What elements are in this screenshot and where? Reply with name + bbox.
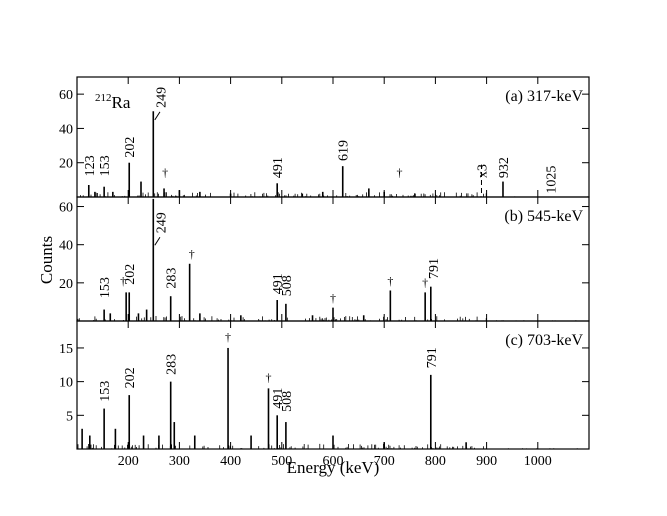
y-axis-label: Counts: [37, 236, 56, 284]
peak-label: 508: [280, 391, 295, 412]
panel-a: 20 40 60 123 153 202 249 491 619 x3 932 1025 † † (a) 3…: [59, 76, 590, 198]
dagger-mark: †: [225, 330, 231, 344]
noise-baseline: [77, 443, 582, 449]
y-tick-label: 20: [59, 157, 73, 172]
peak-label: 491: [271, 273, 286, 294]
x-axis-ticks: 200 300 400 500 600 700 800 900 1000: [118, 454, 552, 469]
x-tick-label: 800: [425, 454, 446, 469]
dagger-mark: †: [422, 276, 428, 290]
x-tick-label: 900: [476, 454, 497, 469]
y-tick-label: 60: [59, 201, 73, 216]
peak-label: x3: [476, 164, 491, 178]
nucleus-symbol: Ra: [112, 93, 131, 112]
peak-label: 153: [98, 381, 113, 402]
y-tick-label: 40: [59, 122, 73, 137]
y-tick-label: 10: [59, 376, 73, 391]
x-tick-label: 600: [323, 454, 344, 469]
x-tick-label: 300: [169, 454, 190, 469]
dagger-mark: †: [397, 165, 403, 179]
nucleus-label: 212Ra: [95, 92, 131, 112]
peak-label: 932: [497, 157, 512, 178]
peak-label: 791: [427, 258, 442, 279]
panel-label: (c) 703-keV: [505, 332, 583, 349]
x-axis-label: Energy (keV): [287, 458, 380, 477]
peak-label: 153: [98, 277, 113, 298]
noise-baseline: [80, 192, 588, 197]
peak-label: 202: [123, 137, 138, 158]
peak-label: 283: [165, 268, 180, 289]
peak-label: 123: [83, 155, 98, 176]
x-tick-label: 400: [220, 454, 241, 469]
x-tick-label: 200: [118, 454, 139, 469]
label-pointer: [154, 236, 161, 246]
peak-label: 1025: [545, 166, 560, 194]
dagger-mark: †: [189, 247, 195, 261]
y-tick-label: 5: [66, 409, 73, 424]
peak-label: 153: [98, 155, 113, 176]
x-tick-label: 700: [374, 454, 395, 469]
peak-label: 508: [280, 275, 295, 296]
nucleus-mass: 212: [95, 92, 112, 104]
y-tick-label: 60: [59, 88, 73, 103]
dagger-mark: †: [387, 274, 393, 288]
dagger-mark: †: [330, 291, 336, 305]
panel-label: (a) 317-keV: [505, 88, 583, 105]
x-tick-label: 1000: [524, 454, 552, 469]
x-tick-label: 500: [271, 454, 292, 469]
peak-label: 202: [123, 367, 138, 388]
dagger-mark: †: [265, 371, 271, 385]
peak-label: 249: [155, 212, 170, 233]
peak-label: 283: [165, 354, 180, 375]
peak-label: 791: [425, 347, 440, 368]
peak-label: 491: [271, 388, 286, 409]
label-pointer: [154, 111, 161, 121]
y-tick-label: 40: [59, 239, 73, 254]
peak-label: 249: [155, 87, 170, 108]
peak-label: 491: [271, 157, 286, 178]
dagger-mark: †: [162, 165, 168, 179]
peak-label: 619: [337, 140, 352, 161]
dagger-mark: †: [120, 274, 126, 288]
panel-label: (b) 545-keV: [504, 208, 583, 225]
peak-label: 202: [123, 264, 138, 285]
y-tick-label: 15: [59, 342, 73, 357]
y-tick-label: 20: [59, 277, 73, 292]
